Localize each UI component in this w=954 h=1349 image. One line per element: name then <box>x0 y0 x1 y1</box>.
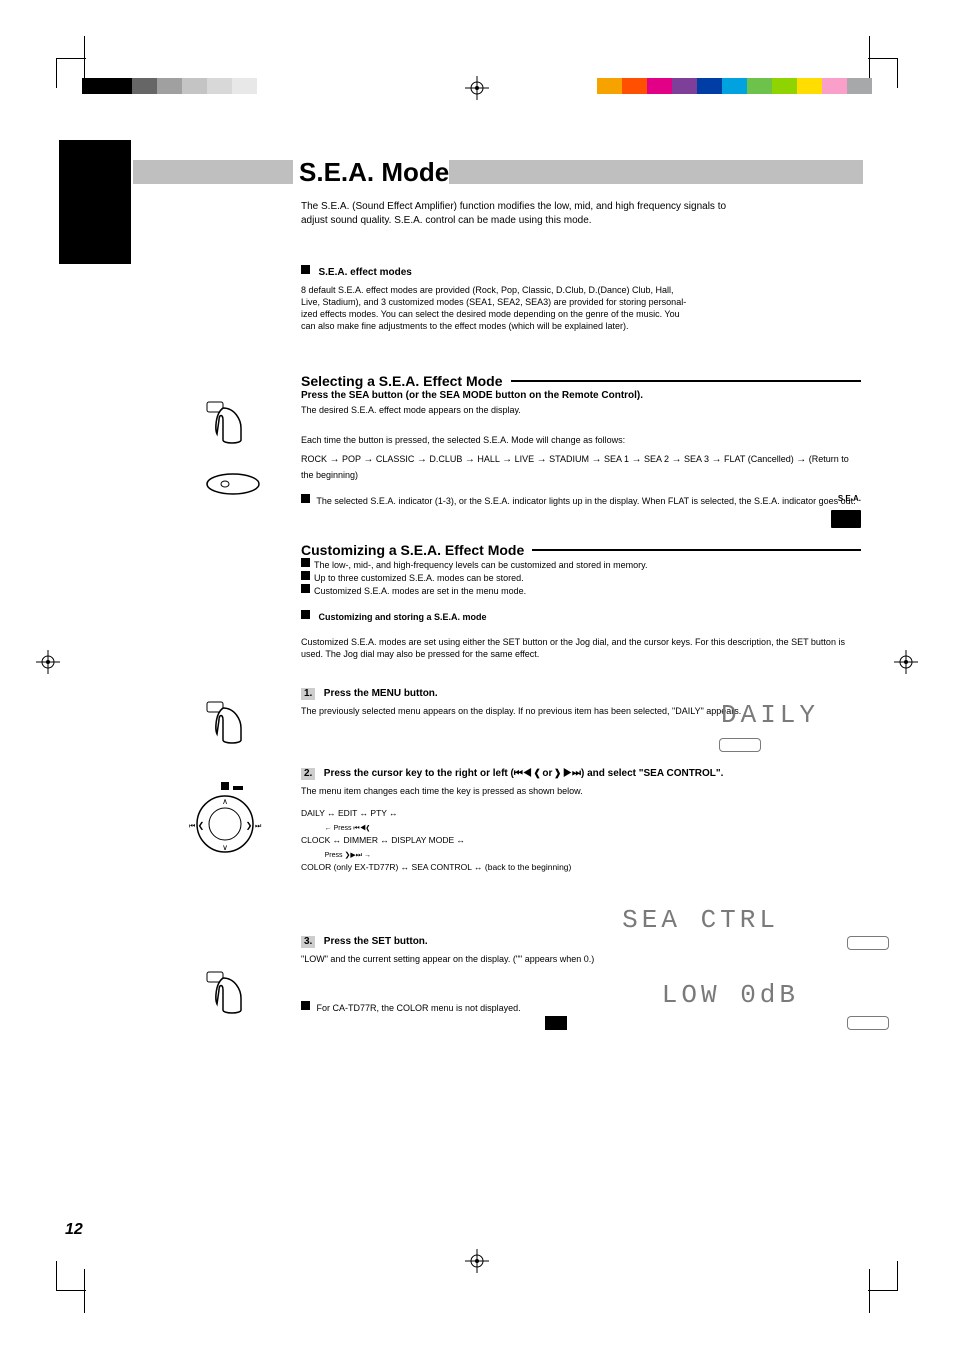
step2-text: Press the cursor key to the right or lef… <box>324 768 724 779</box>
hand-press-icon <box>205 700 261 748</box>
jog-dial-icon: ∧ ∨ ❮ ❯ ⏮ ⏭ <box>185 780 265 860</box>
bullet-square <box>301 610 310 619</box>
content-area: The S.E.A. (Sound Effect Amplifier) func… <box>301 200 861 1015</box>
selecting-instruction: Press the SEA button (or the SEA MODE bu… <box>301 389 861 402</box>
selecting-note: The selected S.E.A. indicator (1-3), or … <box>316 496 855 506</box>
step1-text: Press the MENU button. <box>324 688 438 699</box>
svg-text:❯: ❯ <box>246 821 253 830</box>
svg-text:⏮: ⏮ <box>189 823 195 830</box>
sea-button-label: S.E.A. <box>838 494 861 503</box>
customizing-note: Customized S.E.A. modes are set using ei… <box>301 637 861 660</box>
step-number: 3. <box>301 936 315 948</box>
svg-text:∧: ∧ <box>222 797 228 806</box>
hand-press-icon <box>205 400 261 448</box>
registration-mark <box>465 1249 489 1273</box>
page-title: S.E.A. Mode <box>293 157 449 188</box>
lcd-low: LOW 0dB <box>662 980 799 1010</box>
svg-text:⏭: ⏭ <box>255 823 262 830</box>
lcd-box <box>719 738 761 752</box>
mode-chain: ROCK → POP → CLASSIC → D.CLUB → HALL → L… <box>301 452 861 482</box>
customizing-subhead: Customizing and storing a S.E.A. mode <box>318 612 486 622</box>
cropmark <box>56 1261 86 1291</box>
svg-text:∨: ∨ <box>222 843 228 852</box>
remote-icon <box>205 470 261 503</box>
page-frame: S.E.A. Mode ∧ ∨ ❮ ❯ ⏮ <box>65 110 889 1239</box>
set-button-graphic <box>545 1016 567 1030</box>
lcd-box <box>847 1016 889 1030</box>
cropmark <box>868 58 898 88</box>
chain-pre: Each time the button is pressed, the sel… <box>301 434 861 446</box>
lcd-daily: DAILY <box>721 700 819 730</box>
bullet-square <box>301 494 310 503</box>
selecting-sub: The desired S.E.A. effect mode appears o… <box>301 404 861 416</box>
registration-mark <box>465 76 489 100</box>
lcd-seactrl: SEA CTRL <box>622 905 779 935</box>
bullet-square <box>301 1001 310 1010</box>
svg-text:❮: ❮ <box>198 821 205 830</box>
customizing-intro: The low-, mid-, and high-frequency level… <box>301 558 861 597</box>
title-bar: S.E.A. Mode <box>133 160 863 184</box>
effect-modes-text: 8 default S.E.A. effect modes are provid… <box>301 284 861 333</box>
customizing-heading: Customizing a S.E.A. Effect Mode <box>301 542 861 558</box>
registration-mark <box>894 650 918 674</box>
section-tab <box>59 140 131 264</box>
effect-modes-heading: S.E.A. effect modes <box>318 267 411 278</box>
registration-mark <box>36 650 60 674</box>
step-number: 2. <box>301 768 315 780</box>
color-swatches <box>597 78 872 94</box>
cropmark <box>868 1261 898 1291</box>
step-number: 1. <box>301 688 315 700</box>
page-number: 12 <box>65 1221 83 1239</box>
selecting-heading: Selecting a S.E.A. Effect Mode <box>301 373 861 389</box>
black-note: For CA-TD77R, the COLOR menu is not disp… <box>317 1003 521 1013</box>
menu-chain: DAILY ↔ EDIT ↔ PTY ↔ ← Press ⏮◀❮CLOCK ↔ … <box>301 807 861 875</box>
step2-intro: The menu item changes each time the key … <box>301 785 861 797</box>
intro-text: The S.E.A. (Sound Effect Amplifier) func… <box>301 200 861 228</box>
step3-body: "LOW" and the current setting appear on … <box>301 953 861 965</box>
hand-press-icon <box>205 970 261 1018</box>
grayscale-swatches <box>82 78 282 94</box>
sea-button-graphic <box>831 510 861 528</box>
step3-text: Press the SET button. <box>324 936 428 947</box>
lcd-box <box>847 936 889 950</box>
bullet-square <box>301 265 310 274</box>
